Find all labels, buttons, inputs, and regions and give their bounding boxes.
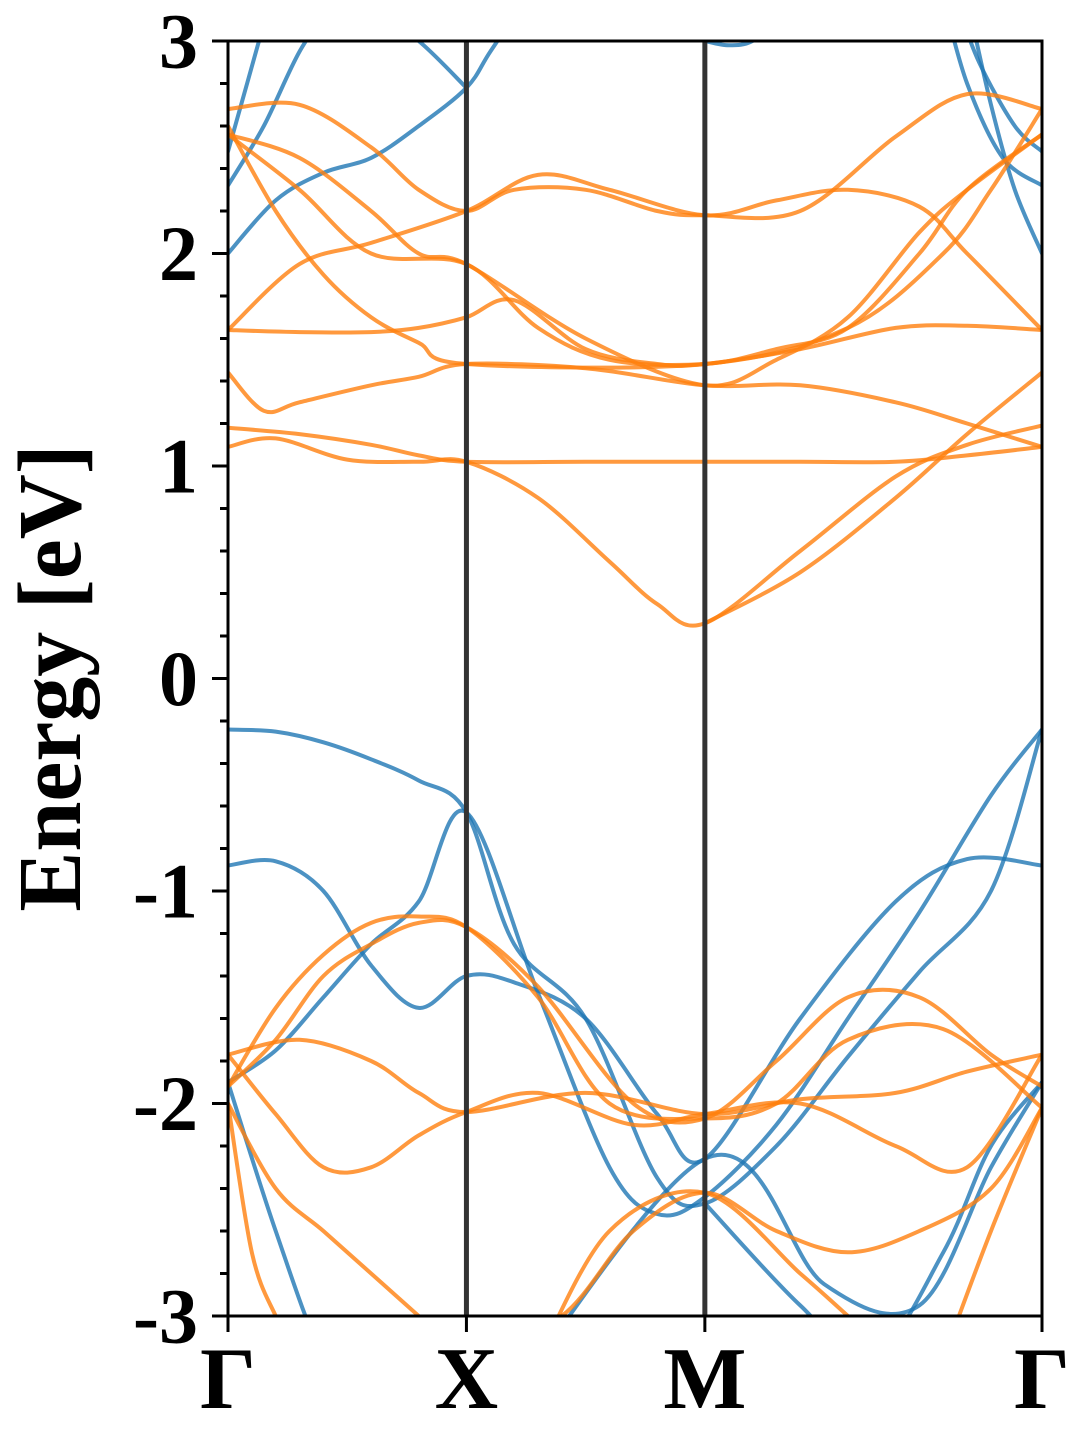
band-line-orange-16 <box>228 361 1042 449</box>
y-tick-label: -1 <box>133 848 198 935</box>
band-line-orange-23 <box>228 1037 1042 1117</box>
y-tick-label: -2 <box>133 1060 198 1147</box>
y-tick-label: 1 <box>159 423 198 510</box>
band-line-orange-18 <box>228 172 1042 332</box>
band-line-orange-14 <box>702 370 1042 626</box>
band-line-blue-10 <box>952 41 1042 188</box>
band-line-orange-25 <box>228 914 1042 1122</box>
band-line-orange-26 <box>228 1052 1042 1175</box>
band-line-orange-28 <box>228 1101 278 1316</box>
band-line-blue-2 <box>228 727 1042 1218</box>
y-axis-ticks: -3 -2 -1 0 1 2 3 <box>133 0 228 1360</box>
band-line-orange-19 <box>228 132 1042 368</box>
band-line-blue-0 <box>228 727 1042 1208</box>
band-line-blue-1 <box>228 855 1042 1165</box>
band-line-orange-20 <box>228 91 1042 221</box>
band-line-blue-12 <box>974 41 1042 256</box>
band-line-orange-21 <box>228 132 1042 388</box>
band-line-blue-4 <box>702 1080 1042 1316</box>
y-tick-label: 2 <box>159 210 198 297</box>
band-line-blue-8 <box>415 41 469 90</box>
kpoint-label: M <box>663 1331 746 1428</box>
y-axis-label: Energy [eV] <box>1 444 100 911</box>
y-tick-label: 3 <box>159 0 198 85</box>
y-tick-label: -3 <box>133 1273 198 1360</box>
bands-group <box>228 41 1042 1316</box>
band-line-orange-22 <box>228 107 1042 370</box>
band-line-orange-13 <box>228 423 1042 628</box>
band-line-orange-15 <box>228 425 1042 465</box>
band-line-orange-17 <box>228 297 1042 368</box>
band-line-blue-5 <box>228 41 500 256</box>
kpoint-lines <box>463 41 708 1316</box>
band-line-orange-27 <box>228 1101 1042 1316</box>
band-line-orange-24 <box>228 917 1042 1125</box>
band-line-orange-30 <box>956 1105 1042 1316</box>
y-tick-label: 0 <box>159 635 198 722</box>
kpoint-label: X <box>435 1331 499 1428</box>
band-line-blue-3 <box>228 1080 1042 1316</box>
band-line-blue-9 <box>702 41 757 48</box>
kpoint-label: Γ <box>200 1331 256 1428</box>
kpoint-label: Γ <box>1014 1331 1070 1428</box>
